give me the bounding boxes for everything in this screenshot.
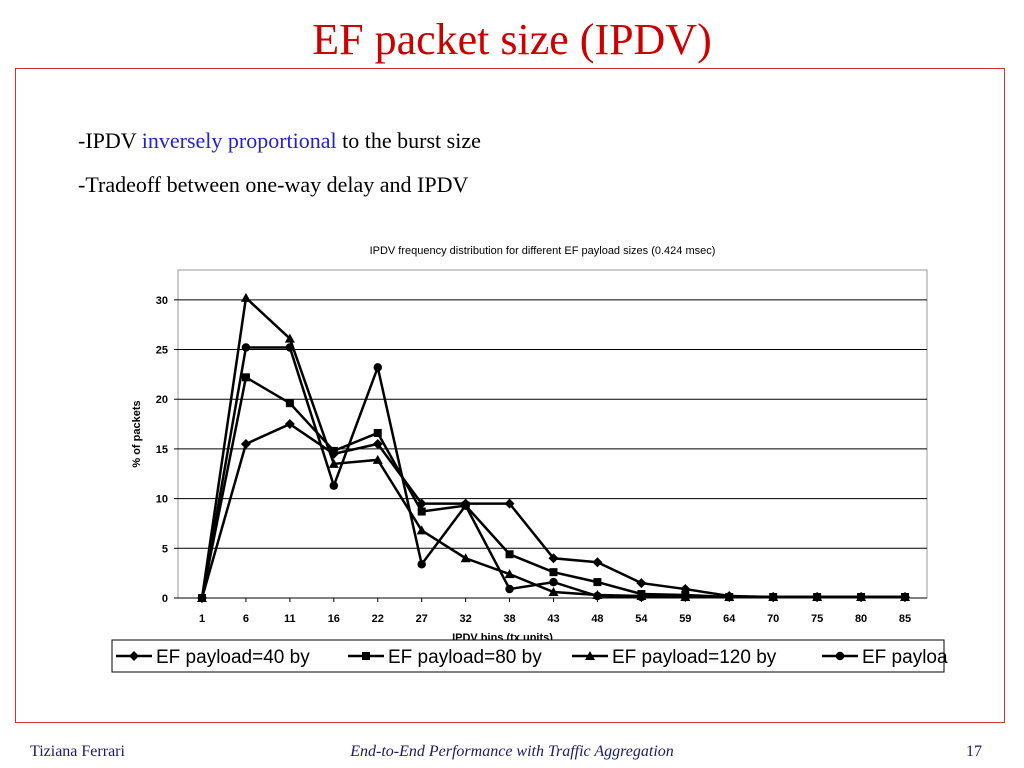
- legend-label: EF payload=120 by: [612, 647, 777, 668]
- legend-box: [111, 639, 945, 673]
- bullet-text: -Tradeoff between one-way delay and IPDV: [78, 172, 469, 197]
- y-tick-label: 25: [156, 345, 168, 357]
- slide-frame: [15, 68, 1005, 723]
- x-tick-label: 75: [811, 613, 823, 625]
- data-point: [505, 550, 514, 559]
- data-point: [548, 553, 559, 564]
- y-tick-label: 20: [156, 394, 168, 406]
- data-point: [504, 569, 515, 579]
- legend-label: EF payload=40 by: [156, 647, 310, 668]
- data-point: [284, 419, 295, 430]
- x-tick-label: 70: [767, 613, 779, 625]
- data-point: [328, 458, 339, 468]
- data-point: [284, 333, 295, 343]
- x-tick-label: 22: [372, 613, 384, 625]
- legend-label: EF payload=80 by: [388, 647, 542, 668]
- data-point: [240, 438, 251, 449]
- x-tick-label: 38: [503, 613, 515, 625]
- data-point: [548, 587, 559, 597]
- data-point: [504, 498, 515, 509]
- x-tick-label: 80: [855, 613, 867, 625]
- data-point: [812, 592, 822, 602]
- page-number: 17: [966, 743, 982, 760]
- bullet-text: -IPDV: [78, 128, 142, 153]
- data-point: [373, 429, 382, 438]
- y-tick-label: 5: [162, 543, 168, 555]
- bullet-highlight: inversely proportional: [141, 128, 337, 153]
- legend-marker: [362, 652, 370, 660]
- y-axis-label: % of packets: [131, 400, 143, 467]
- data-point: [593, 591, 602, 601]
- data-point: [681, 592, 690, 602]
- x-tick-label: 59: [679, 613, 691, 625]
- x-tick-label: 32: [460, 613, 472, 625]
- chart-title: IPDV frequency distribution for differen…: [370, 245, 716, 257]
- bullet-text: to the burst size: [336, 128, 481, 153]
- footer-title: End-to-End Performance with Traffic Aggr…: [350, 743, 674, 760]
- data-point: [725, 592, 734, 602]
- data-point: [240, 292, 251, 302]
- x-tick-label: 16: [328, 613, 340, 625]
- y-tick-label: 0: [162, 593, 168, 605]
- data-point: [461, 501, 470, 510]
- data-point: [637, 592, 646, 602]
- chart-svg: IPDV frequency distribution for differen…: [111, 245, 948, 673]
- x-tick-label: 43: [547, 613, 559, 625]
- data-point: [505, 584, 514, 594]
- data-point: [372, 454, 383, 464]
- slide-title: EF packet size (IPDV): [312, 15, 712, 64]
- legend-label: EF payloa: [862, 647, 948, 668]
- data-point: [900, 592, 910, 602]
- x-tick-label: 64: [723, 613, 736, 625]
- data-point: [593, 578, 602, 587]
- data-point: [768, 592, 778, 602]
- data-point: [285, 343, 295, 352]
- data-point: [241, 343, 251, 352]
- data-point: [636, 578, 647, 589]
- legend-marker: [835, 651, 845, 661]
- data-point: [197, 593, 207, 603]
- x-tick-label: 1: [199, 613, 205, 625]
- data-point: [372, 438, 383, 449]
- bullet-item: -Tradeoff between one-way delay and IPDV: [78, 172, 481, 198]
- data-point: [592, 557, 603, 568]
- data-point: [329, 481, 339, 490]
- legend-marker: [129, 651, 139, 661]
- data-point: [680, 584, 691, 595]
- data-point: [417, 507, 426, 516]
- data-point: [549, 568, 558, 577]
- data-point: [416, 525, 427, 535]
- chart: IPDV frequency distribution for differen…: [110, 236, 950, 696]
- data-point: [856, 592, 866, 602]
- data-point: [373, 363, 382, 372]
- legend-marker: [585, 651, 595, 660]
- x-tick-label: 6: [243, 613, 249, 625]
- x-tick-label: 27: [416, 613, 428, 625]
- y-tick-label: 10: [156, 494, 168, 506]
- x-tick-label: 85: [899, 613, 911, 625]
- data-point: [549, 577, 558, 587]
- data-point: [417, 559, 426, 569]
- x-tick-label: 11: [284, 613, 296, 625]
- x-tick-label: 54: [635, 613, 648, 625]
- data-point: [460, 553, 471, 563]
- y-tick-label: 30: [156, 295, 168, 307]
- data-point: [285, 399, 294, 408]
- y-tick-label: 15: [156, 444, 168, 456]
- x-tick-label: 48: [591, 613, 603, 625]
- bullet-list: -IPDV inversely proportional to the burs…: [78, 128, 481, 216]
- data-point: [241, 373, 250, 382]
- data-point: [329, 446, 338, 455]
- bullet-item: -IPDV inversely proportional to the burs…: [78, 128, 481, 154]
- footer-author: Tiziana Ferrari: [30, 743, 125, 760]
